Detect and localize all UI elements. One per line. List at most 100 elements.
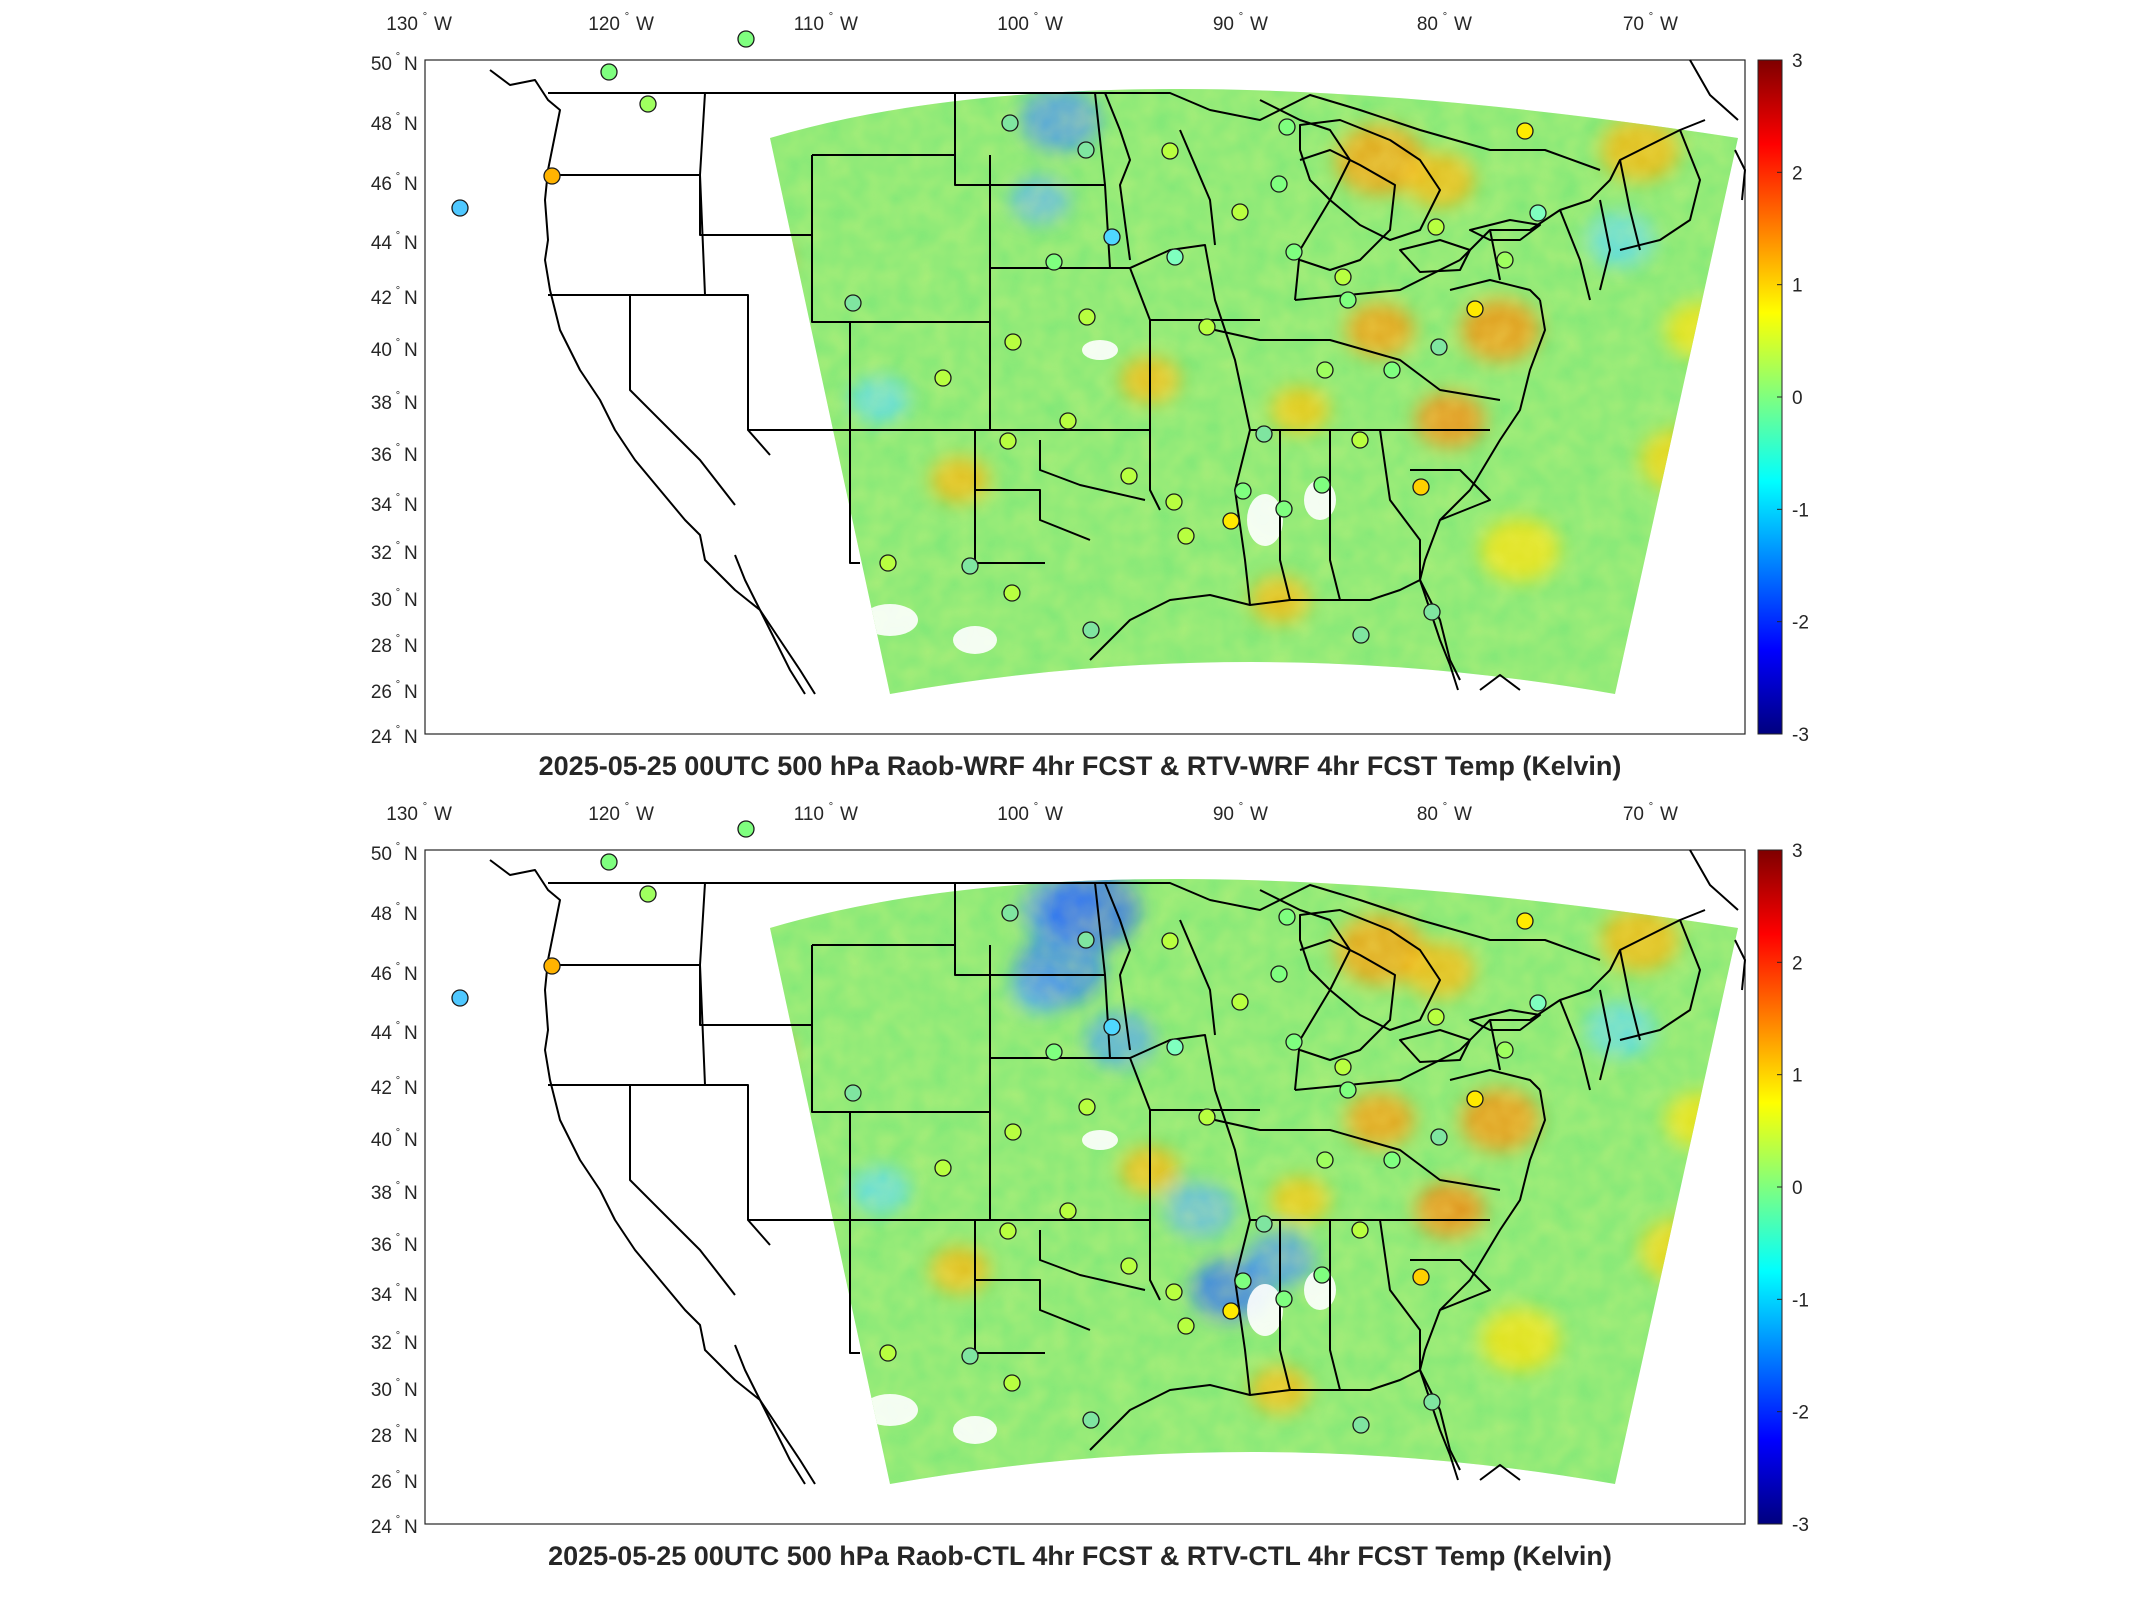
lon-tick-label: 110: [794, 14, 824, 35]
panel-title: 2025-05-25 00UTC 500 hPa Raob-WRF 4hr FC…: [539, 751, 1622, 781]
lon-tick-label: 90: [1213, 14, 1234, 35]
boundary-line: [1329, 1220, 1341, 1391]
lat-hemisphere: N: [404, 1235, 418, 1256]
missing-data-gap: [1247, 1284, 1283, 1336]
boundary-line: [954, 92, 1106, 186]
boundary-line: [1419, 1089, 1546, 1371]
lat-tick-label: 38: [371, 1183, 392, 1204]
boundary-line: [1459, 119, 1706, 261]
lat-hemisphere: N: [404, 1333, 418, 1354]
boundary-line: [1599, 199, 1611, 291]
degree-symbol: °: [396, 540, 400, 552]
colorbar-tick-label: 0: [1792, 1178, 1803, 1199]
raob-station-marker: [1166, 248, 1184, 266]
degree-symbol: °: [396, 492, 400, 504]
lat-tick-label: 40: [371, 1130, 392, 1151]
lon-hemisphere: W: [434, 804, 452, 825]
raob-station-marker: [1045, 1043, 1063, 1061]
lat-tick-label: 50: [371, 54, 392, 75]
lat-hemisphere: N: [404, 340, 418, 361]
boundary-line: [1089, 579, 1421, 661]
colorbar: 3 2 1 0 -1 -2 -3: [1757, 841, 1809, 1536]
raob-station-marker: [1412, 1268, 1430, 1286]
colorbar-tick-label: -2: [1792, 1403, 1809, 1424]
raob-station-marker: [1339, 291, 1357, 309]
lat-hemisphere: N: [404, 1426, 418, 1447]
raob-station-marker: [1078, 1098, 1096, 1116]
raob-station-marker: [1334, 268, 1352, 286]
boundary-line: [1410, 1259, 1491, 1311]
degree-symbol: °: [396, 230, 400, 242]
boundary-line: [1449, 1069, 1541, 1091]
raob-station-marker: [451, 199, 469, 217]
lat-hemisphere: N: [404, 682, 418, 703]
boundary-line: [1619, 949, 1641, 1041]
lat-hemisphere: N: [404, 1380, 418, 1401]
lon-tick-label: 80: [1417, 804, 1438, 825]
raob-station-marker: [961, 1347, 979, 1365]
raob-station-marker: [1078, 308, 1096, 326]
boundary-line: [1104, 92, 1131, 261]
boundary-line: [1179, 129, 1216, 246]
boundary-line: [630, 294, 771, 456]
boundary-line: [1104, 882, 1131, 1051]
degree-symbol: °: [1443, 11, 1447, 23]
boundary-line: [1689, 59, 1739, 121]
raob-station-marker: [1120, 1257, 1138, 1275]
raob-station-marker: [999, 1222, 1017, 1240]
raob-station-marker: [1351, 431, 1369, 449]
degree-symbol: °: [396, 1330, 400, 1342]
boundary-line: [811, 155, 991, 323]
lat-hemisphere: N: [404, 174, 418, 195]
lat-hemisphere: N: [404, 114, 418, 135]
lat-tick-label: 32: [371, 543, 392, 564]
boundary-line: [1379, 1219, 1421, 1370]
lat-tick-label: 26: [371, 1472, 392, 1493]
degree-symbol: °: [1034, 801, 1038, 813]
boundary-line: [1179, 919, 1216, 1036]
boundary-line: [748, 429, 860, 564]
colorbar-tick-label: -1: [1792, 1290, 1809, 1311]
boundary-line: [1689, 849, 1739, 911]
raob-station-marker: [1316, 1151, 1334, 1169]
degree-symbol: °: [1239, 11, 1243, 23]
missing-data-gap: [1082, 1130, 1118, 1150]
raob-station-marker: [1082, 621, 1100, 639]
degree-symbol: °: [396, 51, 400, 63]
lat-tick-labels-left: 50 ° N48 ° N46 ° N44 ° N42 ° N40 ° N38 ° N36 ° N34 ° N32 ° N…: [371, 51, 418, 748]
lat-tick-label: 28: [371, 1426, 392, 1447]
boundary-line: [1399, 239, 1471, 273]
raob-station-marker: [1496, 1041, 1514, 1059]
raob-station-marker: [1103, 1018, 1121, 1036]
degree-symbol: °: [396, 1282, 400, 1294]
lon-hemisphere: W: [840, 14, 858, 35]
raob-station-marker: [1222, 1302, 1240, 1320]
temperature-difference-field: [770, 89, 1738, 694]
raob-station-marker: [639, 885, 657, 903]
raob-station-marker: [1270, 175, 1288, 193]
lat-tick-label: 42: [371, 1078, 392, 1099]
boundary-line: [811, 945, 991, 1113]
lat-tick-label: 36: [371, 1235, 392, 1256]
raob-station-marker: [934, 369, 952, 387]
degree-symbol: °: [396, 442, 400, 454]
raob-station-marker: [1383, 361, 1401, 379]
raob-station-marker: [1198, 318, 1216, 336]
raob-station-marker: [543, 957, 561, 975]
lon-hemisphere: W: [434, 14, 452, 35]
raob-station-marker: [1165, 1283, 1183, 1301]
lat-tick-label: 32: [371, 1333, 392, 1354]
lat-tick-label: 38: [371, 393, 392, 414]
lon-tick-label: 70: [1623, 804, 1644, 825]
lon-tick-label: 100: [997, 804, 1029, 825]
lat-tick-label: 30: [371, 590, 392, 611]
boundary-line: [1469, 219, 1541, 241]
colorbar-tick-label: 3: [1792, 51, 1803, 72]
raob-station-marker: [1004, 333, 1022, 351]
boundary-line: [1619, 919, 1701, 1041]
raob-station-marker: [1198, 1108, 1216, 1126]
raob-station-marker: [844, 294, 862, 312]
boundary-line: [1419, 579, 1461, 681]
raob-station-marker: [1077, 141, 1095, 159]
raob-station-marker: [879, 554, 897, 572]
